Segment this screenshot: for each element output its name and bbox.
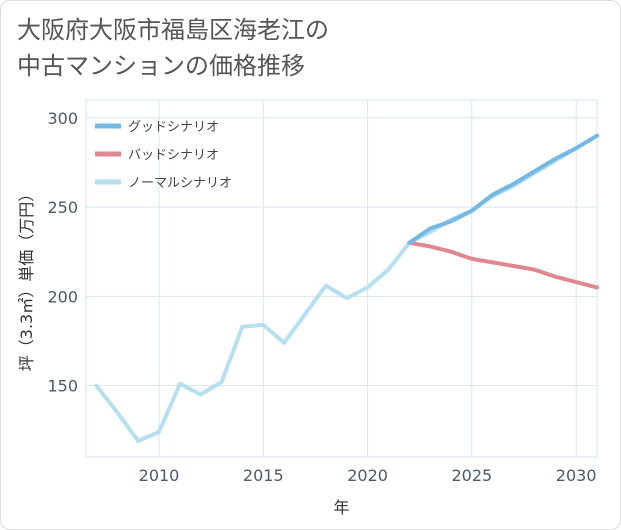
chart-title-line2: 中古マンションの価格推移 <box>17 52 305 80</box>
legend-label: ノーマルシナリオ <box>128 176 232 191</box>
chart-title-line1: 大阪府大阪市福島区海老江の <box>17 16 329 44</box>
x-axis-ticks: 2010 2015 2020 2025 2030 <box>139 466 597 485</box>
x-tick-label: 2020 <box>347 466 388 485</box>
y-tick-label: 250 <box>47 198 78 217</box>
x-tick-label: 2010 <box>139 466 180 485</box>
y-axis-ticks: 150 200 250 300 <box>47 109 78 396</box>
y-tick-label: 150 <box>47 377 78 396</box>
chart-title: 大阪府大阪市福島区海老江の 中古マンションの価格推移 <box>17 12 607 84</box>
plot-frame <box>85 99 598 458</box>
series-lines <box>94 133 599 443</box>
y-tick-label: 300 <box>47 109 78 128</box>
x-tick-label: 2030 <box>556 466 597 485</box>
legend-label: グッドシナリオ <box>128 120 219 135</box>
x-tick-label: 2025 <box>451 466 492 485</box>
series-line-0 <box>407 133 599 245</box>
y-tick-label: 200 <box>47 287 78 306</box>
legend-label: バッドシナリオ <box>128 148 219 163</box>
y-axis-label: 坪（3.3㎡）単価（万円） <box>17 186 36 371</box>
x-axis-label: 年 <box>333 498 349 517</box>
x-tick-label: 2015 <box>243 466 284 485</box>
series-line-1 <box>407 240 599 290</box>
